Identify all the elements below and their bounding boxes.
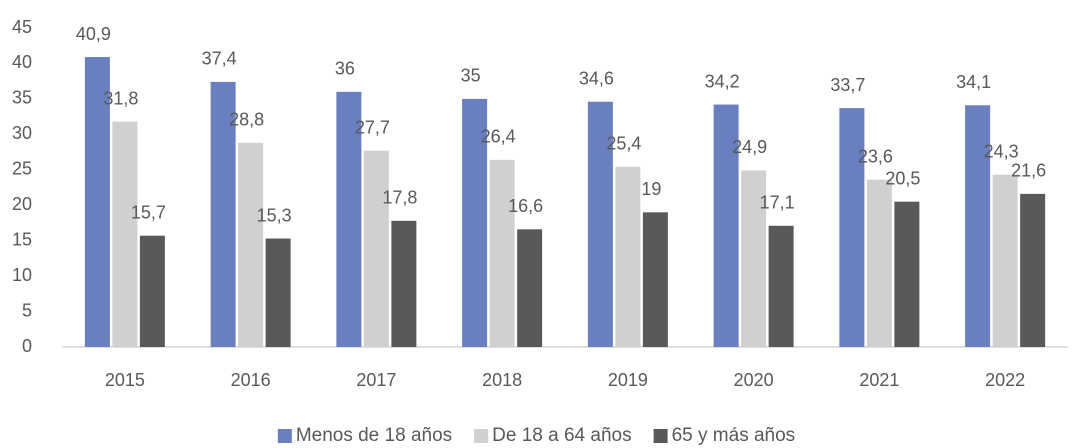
x-tick-label: 2020 <box>734 370 774 390</box>
x-tick-label: 2021 <box>859 370 899 390</box>
data-label: 37,4 <box>202 49 237 69</box>
data-label: 15,3 <box>257 205 292 225</box>
bar <box>866 179 892 347</box>
data-label: 15,7 <box>131 202 166 222</box>
x-tick-label: 2022 <box>985 370 1025 390</box>
x-tick-label: 2019 <box>608 370 648 390</box>
data-label: 26,4 <box>481 127 516 147</box>
data-label: 25,4 <box>606 134 641 154</box>
bar <box>642 212 668 347</box>
data-label: 19 <box>641 179 661 199</box>
bar <box>768 225 794 347</box>
bar <box>139 235 165 347</box>
y-tick-label: 0 <box>22 336 32 356</box>
data-label: 27,7 <box>355 117 390 137</box>
x-tick-label: 2018 <box>482 370 522 390</box>
y-tick-label: 20 <box>12 194 32 214</box>
x-tick-label: 2015 <box>105 370 145 390</box>
y-tick-label: 25 <box>12 159 32 179</box>
y-tick-label: 35 <box>12 88 32 108</box>
x-tick-label: 2017 <box>356 370 396 390</box>
data-label: 33,7 <box>830 75 865 95</box>
data-label: 36 <box>335 59 355 79</box>
y-tick-label: 10 <box>12 265 32 285</box>
bar <box>839 108 865 347</box>
bar <box>615 166 641 347</box>
data-label: 31,8 <box>103 88 138 108</box>
bar <box>265 238 291 347</box>
bar <box>363 150 389 347</box>
data-label: 24,3 <box>984 141 1019 161</box>
y-tick-label: 40 <box>12 52 32 72</box>
data-label: 34,2 <box>705 71 740 91</box>
data-label: 17,1 <box>760 193 795 213</box>
data-label: 24,9 <box>732 137 767 157</box>
bar <box>462 98 488 347</box>
y-tick-label: 45 <box>12 17 32 37</box>
data-label: 28,8 <box>229 110 264 130</box>
bar <box>112 121 138 347</box>
legend-swatch <box>474 429 489 443</box>
x-tick-label: 2016 <box>231 370 271 390</box>
data-label: 20,5 <box>885 168 920 188</box>
data-label: 23,6 <box>858 146 893 166</box>
bar <box>84 57 110 347</box>
legend-swatch <box>277 429 292 443</box>
bar <box>210 81 236 348</box>
bar <box>517 229 543 347</box>
data-label: 21,6 <box>1011 161 1046 181</box>
bar <box>587 101 613 347</box>
legend-label: De 18 a 64 años <box>492 425 631 446</box>
legend-label: 65 y más años <box>672 425 796 446</box>
legend-swatch <box>653 429 668 443</box>
bar <box>965 105 991 347</box>
data-label: 35 <box>461 66 481 86</box>
data-label: 17,8 <box>382 188 417 208</box>
data-label: 34,6 <box>579 68 614 88</box>
data-label: 16,6 <box>508 196 543 216</box>
bar <box>713 104 739 347</box>
bar <box>894 201 920 347</box>
y-tick-label: 5 <box>22 300 32 320</box>
bar <box>741 170 767 347</box>
bar <box>1020 193 1046 347</box>
y-tick-label: 30 <box>12 123 32 143</box>
y-tick-label: 15 <box>12 229 32 249</box>
bar <box>391 220 417 347</box>
legend-label: Menos de 18 años <box>296 425 452 446</box>
bar <box>238 142 264 347</box>
bar <box>489 159 515 347</box>
data-label: 34,1 <box>956 72 991 92</box>
bar <box>992 174 1018 347</box>
data-label: 40,9 <box>76 24 111 44</box>
bar <box>336 91 362 347</box>
